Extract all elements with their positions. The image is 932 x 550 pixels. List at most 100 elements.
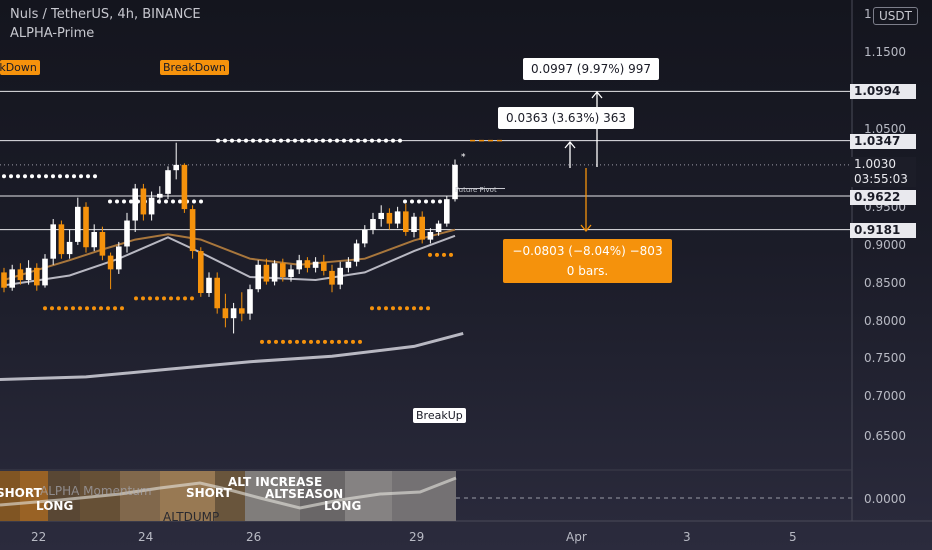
breakup-label: BreakUp — [413, 408, 466, 423]
candle-bull — [337, 267, 343, 285]
pivot-dot-orange — [92, 306, 96, 311]
candle-bull — [173, 164, 179, 171]
pivot-dot-orange — [412, 306, 416, 311]
candle-bull — [394, 211, 401, 224]
y-tick-label: 0.6500 — [864, 429, 906, 443]
candle-bull — [132, 188, 138, 221]
candle-bear — [17, 269, 24, 281]
candle-bull — [435, 223, 442, 232]
momentum-band — [0, 471, 20, 521]
pivot-dot-orange — [64, 306, 68, 311]
candle-bull — [91, 231, 97, 248]
pivot-dot-orange — [274, 339, 278, 344]
pivot-dot-orange — [316, 339, 320, 344]
pivot-dot-white — [2, 174, 6, 179]
breakdown-label-left: BreakDown — [0, 60, 40, 75]
candle-bear — [329, 270, 335, 285]
level-tag[interactable]: 0.9622 — [850, 190, 916, 205]
chart-title: Nuls / TetherUS, 4h, BINANCE — [10, 7, 201, 22]
pivot-dot-orange — [330, 339, 334, 344]
y-tick-label: 0.9000 — [864, 238, 906, 252]
pivot-dot-orange — [57, 306, 61, 311]
pivot-dot-white — [321, 138, 325, 143]
level-tag[interactable]: 1.0994 — [850, 84, 916, 99]
pivot-dot-white — [129, 199, 133, 204]
candle-bear — [214, 277, 220, 309]
candle-bull — [116, 246, 122, 270]
pivot-dot-orange — [302, 339, 306, 344]
pivot-dot-white — [279, 138, 283, 143]
candle-bear — [140, 188, 147, 215]
measure-arrow-up-small-head — [564, 140, 576, 149]
pivot-dot-white — [363, 138, 367, 143]
candle-bull — [312, 261, 319, 268]
candle-bear — [419, 216, 425, 240]
pivot-dot-white — [398, 138, 402, 143]
pivot-dot-orange — [162, 296, 166, 301]
measure-up-large[interactable]: 0.0997 (9.97%) 997 — [523, 58, 660, 80]
candle-bull — [370, 219, 376, 230]
candle-bull — [362, 229, 368, 244]
pivot-dot-orange — [426, 306, 430, 311]
candle-bull — [271, 263, 278, 282]
pivot-dot-orange — [391, 306, 395, 311]
candle-bull — [75, 206, 81, 242]
pivot-dot-orange — [377, 306, 381, 311]
candle-bear — [239, 308, 245, 314]
pivot-dot-orange — [99, 306, 103, 311]
indicator-name: ALPHA-Prime — [10, 26, 95, 41]
pivot-dot-orange — [323, 339, 327, 344]
countdown: 03:55:03 — [854, 172, 908, 186]
pivot-dot-orange — [405, 306, 409, 311]
price-tag[interactable]: 1.0030 03:55:03 — [850, 157, 916, 187]
candle-bear — [198, 251, 204, 294]
pivot-dot-white — [356, 138, 360, 143]
pivot-dot-orange — [106, 306, 110, 311]
candle-bull — [42, 258, 48, 286]
pivot-dot-white — [157, 199, 161, 204]
pivot-dot-orange — [176, 296, 180, 301]
measure-up-small[interactable]: 0.0363 (3.63%) 363 — [498, 107, 635, 129]
candle-bull — [427, 231, 434, 240]
momentum-band — [20, 471, 48, 521]
candle-bull — [165, 170, 171, 194]
altdump-label: ALTDUMP — [163, 510, 220, 524]
pivot-dot-orange — [449, 252, 453, 257]
pivot-dot-orange — [85, 306, 89, 311]
pivot-dot-orange — [281, 339, 285, 344]
pivot-dot-orange — [351, 339, 355, 344]
x-tick-label: 26 — [246, 530, 262, 544]
momentum-band — [160, 471, 215, 521]
candle-bear — [99, 231, 106, 256]
pivot-dot-white — [403, 199, 407, 204]
pivot-dot-white — [93, 174, 97, 179]
price-value: 1.0030 — [854, 157, 896, 171]
candle-bear — [1, 272, 7, 288]
pivot-dot-orange — [384, 306, 388, 311]
y-tick-label: 0.8500 — [864, 276, 906, 290]
pivot-dot-white — [58, 174, 62, 179]
pivot-dot-white — [377, 138, 381, 143]
candle-bear — [58, 224, 65, 255]
pivot-dot-white — [44, 174, 48, 179]
candle-bull — [66, 241, 73, 255]
pivot-dot-white — [23, 174, 27, 179]
pivot-dot-white — [199, 199, 203, 204]
currency-unit-button[interactable]: USDT — [873, 7, 918, 25]
pivot-dot-orange — [190, 296, 194, 301]
pivot-dot-white — [230, 138, 234, 143]
pivot-dot-orange — [419, 306, 423, 311]
measure-down-box[interactable]: −0.0803 (−8.04%) −803 0 bars. — [503, 239, 672, 283]
measure-down-bars: 0 bars. — [566, 264, 609, 278]
pivot-dot-white — [293, 138, 297, 143]
level-tag[interactable]: 0.9181 — [850, 223, 916, 238]
x-tick-label: 3 — [683, 530, 691, 544]
pivot-dot-orange — [50, 306, 54, 311]
y-tick-label: 1.1500 — [864, 45, 906, 59]
level-tag[interactable]: 1.0347 — [850, 134, 916, 149]
pivot-dot-white — [391, 138, 395, 143]
momentum-band — [215, 471, 245, 521]
breakdown-label: BreakDown — [160, 60, 229, 75]
pivot-dot-white — [65, 174, 69, 179]
